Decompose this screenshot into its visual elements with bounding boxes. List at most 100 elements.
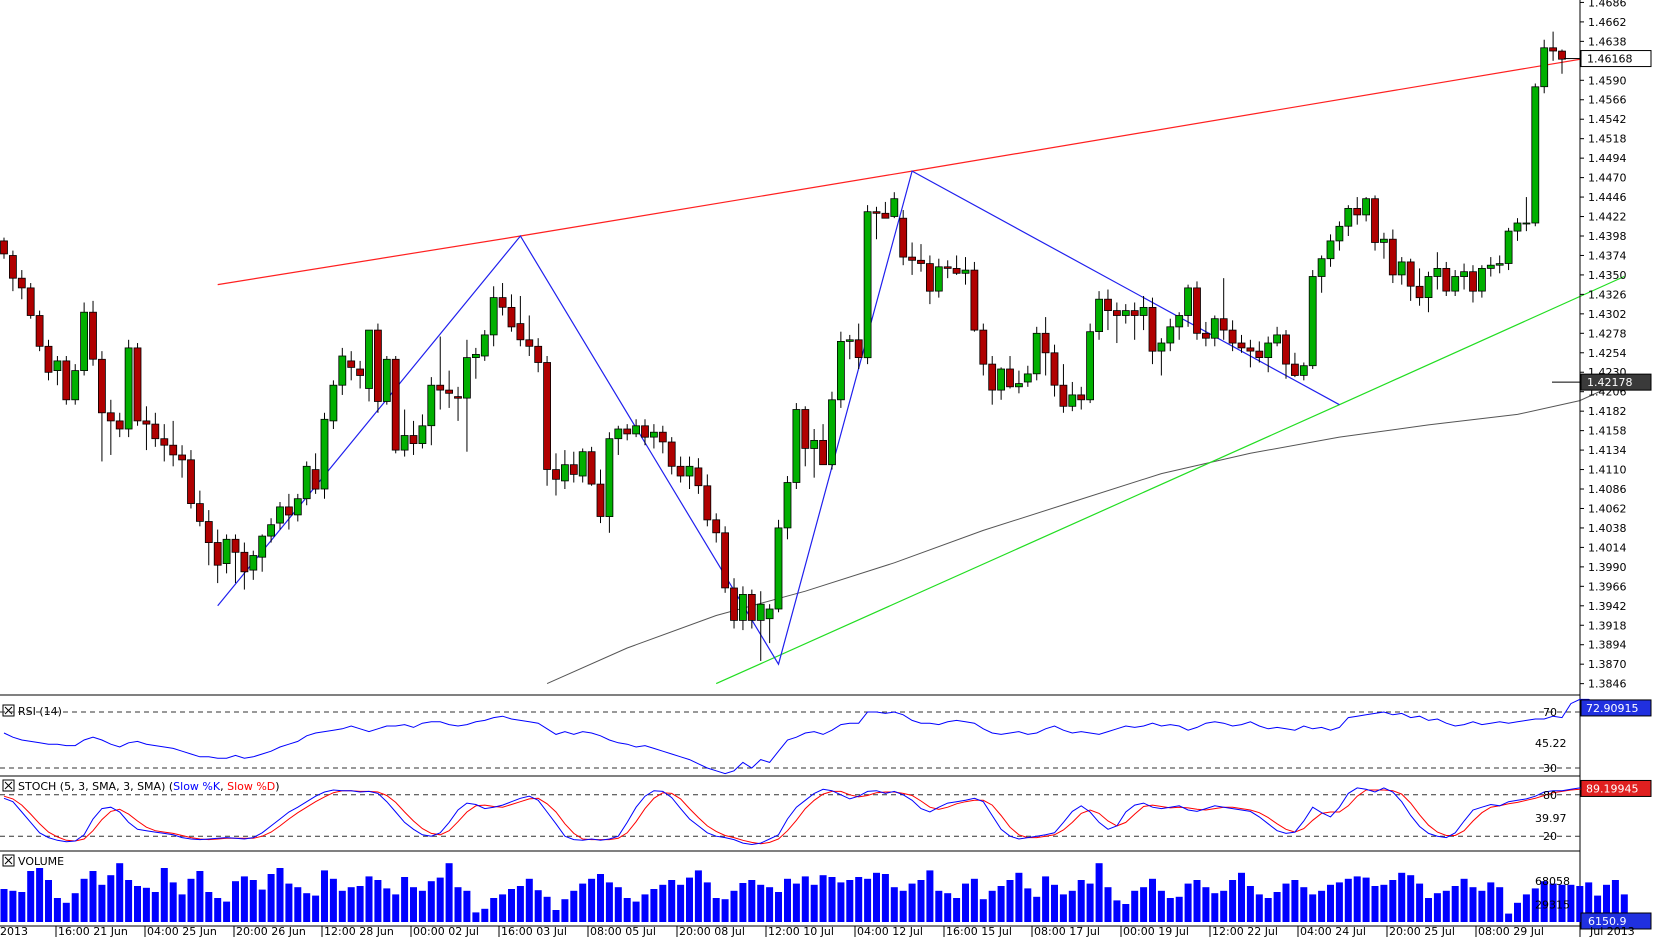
candle-down: [284, 506, 293, 516]
candle-down: [1255, 350, 1264, 359]
rsi-current-label: 72.90915: [1586, 702, 1639, 715]
volume-bar: [766, 887, 774, 922]
candle-up: [1023, 373, 1032, 383]
candle-down: [1353, 207, 1362, 216]
candle-down: [1059, 384, 1068, 407]
candle-up: [1397, 261, 1406, 276]
candle-down: [1282, 334, 1290, 365]
volume-bar: [18, 892, 26, 922]
candle-down: [35, 315, 44, 347]
time-tick-label: 08:00 05 Jul: [590, 925, 656, 937]
price-axis: 1.4686 1.4662 1.4638 1.4590 1.4566 1.4542 1.45…: [1552, 0, 1652, 937]
volume-bar: [1229, 880, 1237, 922]
volume-bar: [1077, 880, 1085, 922]
volume-bar: [258, 889, 266, 922]
volume-bar: [784, 878, 791, 922]
volume-bar: [1522, 894, 1530, 922]
candle-up: [1210, 318, 1219, 339]
volume-bar: [1238, 872, 1245, 922]
volume-bar: [1514, 902, 1521, 922]
volume-bar: [686, 877, 693, 922]
candle-down: [26, 287, 35, 316]
candle-up: [961, 269, 970, 274]
volume-bar: [1398, 872, 1406, 922]
candle-down: [1291, 363, 1299, 376]
volume-bar: [1460, 878, 1468, 922]
volume-bar: [1175, 896, 1183, 922]
volume-bar: [1202, 887, 1210, 922]
candle-down: [952, 267, 961, 274]
candle-up: [1264, 342, 1273, 359]
volume-bar: [365, 876, 373, 922]
volume-bar: [597, 874, 604, 922]
time-tick-label: 08:00 29 Jul: [1478, 925, 1544, 937]
candle-up: [267, 524, 276, 537]
volume-bar: [338, 890, 346, 922]
volume-bar: [329, 878, 337, 922]
volume-bar: [294, 887, 302, 922]
candle-up: [890, 198, 899, 217]
candle-up: [427, 384, 436, 427]
candle-up: [1451, 276, 1460, 292]
time-tick-label: 20:00 08 Jul: [679, 925, 745, 937]
candle-down: [1130, 310, 1139, 316]
candle-up: [418, 425, 427, 444]
price-tick-label: 1.4470: [1588, 172, 1627, 185]
volume-bar: [116, 863, 124, 922]
time-axis: 2013 16:00 21 Jun 04:00 25 Jun 20:00 26 Jun…: [0, 925, 1635, 937]
volume-bar: [1353, 876, 1361, 922]
price-tick-label: 1.4590: [1588, 74, 1627, 87]
volume-bar: [1442, 890, 1450, 922]
stoch-close-icon-cross: [4, 781, 13, 790]
candle-down: [525, 339, 534, 347]
candle-down: [187, 459, 195, 504]
volume-bar: [1104, 887, 1112, 922]
volume-bars: [0, 863, 1637, 922]
price-tick-label: 1.4302: [1588, 308, 1627, 321]
candle-up: [810, 439, 819, 449]
candle-down: [516, 323, 525, 341]
volume-bar: [1594, 895, 1602, 922]
time-tick-label: 2013: [0, 925, 28, 937]
volume-bar: [1425, 898, 1432, 922]
candle-up: [329, 384, 338, 422]
volume-bar: [1149, 878, 1156, 922]
candle-up: [1175, 315, 1184, 328]
candle-down: [454, 396, 462, 399]
price-tick-label: 1.4110: [1588, 464, 1627, 477]
volume-bar: [650, 889, 658, 922]
volume-bar: [1255, 894, 1263, 922]
candle-down: [970, 269, 979, 331]
volume-bar: [1113, 900, 1121, 922]
volume-bar: [303, 893, 311, 922]
price-tick-label: 1.3942: [1588, 600, 1627, 613]
candle-up: [765, 608, 774, 620]
stoch-current-label: 89.19945: [1586, 782, 1639, 795]
candle-up: [739, 594, 747, 621]
candle-up: [80, 311, 88, 372]
volume-bar: [427, 881, 435, 922]
candle-down: [311, 469, 320, 490]
time-tick-label: 16:00 03 Jul: [501, 925, 567, 937]
time-tick-label: 16:00 15 Jul: [946, 925, 1012, 937]
volume-bar: [151, 892, 159, 922]
volume-bar: [543, 896, 551, 922]
candle-down: [1469, 271, 1477, 292]
time-tick-label: 12:00 10 Jul: [768, 925, 834, 937]
volume-bar: [89, 871, 97, 922]
volume-bar: [890, 887, 898, 922]
volume-bar: [899, 890, 907, 922]
volume-bar: [668, 880, 676, 922]
volume-bar: [694, 870, 702, 922]
candle-down: [106, 412, 115, 422]
volume-bar: [1389, 880, 1397, 922]
time-tick-label: 04:00 12 Jul: [857, 925, 923, 937]
rsi-mid-label: 45.22: [1535, 737, 1567, 750]
current-price-box: [1580, 50, 1652, 68]
price-tick-label: 1.4014: [1588, 541, 1627, 554]
volume-bar: [1095, 863, 1103, 922]
stoch-d-line: [3, 787, 1598, 845]
volume-bar: [160, 868, 168, 922]
candle-up: [1308, 276, 1317, 367]
candle-down: [534, 345, 543, 363]
